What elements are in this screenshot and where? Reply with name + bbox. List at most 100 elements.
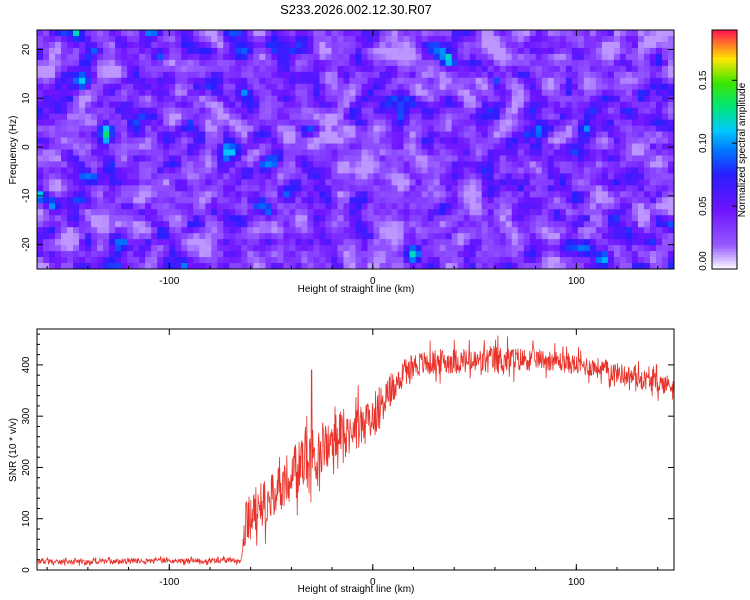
spectrogram-cell (589, 30, 597, 37)
spectrogram-cell (637, 227, 645, 234)
spectrogram-cell (73, 173, 80, 180)
spectrogram-cell (565, 47, 573, 55)
spectrogram-cell (469, 245, 477, 252)
spectrogram-cell (199, 137, 206, 144)
spectrogram-cell (313, 251, 320, 258)
spectrogram-cell (283, 233, 290, 240)
spectrogram-cell (91, 101, 98, 109)
spectrogram-cell (637, 65, 645, 73)
spectrogram-cell (235, 191, 242, 198)
spectrogram-cell (271, 245, 278, 252)
spectrogram-cell (169, 191, 176, 198)
spectrogram-cell (115, 131, 122, 138)
spectrogram-cell (145, 173, 152, 180)
spectrogram-cell (169, 30, 176, 37)
spectrogram-cell (337, 203, 344, 210)
spectrogram-cell (661, 191, 669, 198)
spectrogram-cell (97, 143, 104, 150)
spectrogram-cell (157, 173, 164, 180)
spectrogram-cell (577, 77, 585, 85)
spectrogram-cell (133, 221, 140, 228)
spectrogram-cell (349, 233, 356, 240)
spectrogram-cell (295, 30, 302, 37)
spectrogram-cell (457, 113, 465, 121)
spectrogram-cell (43, 179, 50, 186)
spectrogram-cell (307, 179, 314, 186)
spectrogram-cell (127, 101, 134, 109)
spectrogram-cell (313, 89, 320, 97)
spectrogram-cell (517, 209, 525, 216)
spectrogram-cell (193, 59, 200, 67)
spectrogram-cell (367, 113, 374, 121)
spectrogram-cell (403, 59, 410, 67)
spectrogram-cell (661, 71, 669, 79)
spectrogram-cell (397, 59, 404, 67)
spectrogram-cell (121, 149, 128, 156)
spectrogram-cell (55, 245, 62, 252)
spectrogram-cell (313, 113, 320, 121)
spectrogram-cell (91, 179, 98, 186)
spectrogram-cell (169, 77, 176, 85)
spectrogram-cell (211, 95, 218, 103)
spectrogram-cell (607, 251, 615, 258)
spectrogram-cell (247, 125, 254, 132)
spectrogram-cell (109, 215, 116, 222)
spectrogram-cell (469, 215, 477, 222)
spectrogram-cell (379, 149, 386, 156)
spectrogram-cell (403, 263, 410, 270)
spectrogram-cell (205, 257, 212, 264)
spectrogram-cell (373, 221, 380, 228)
spectrogram-cell (391, 95, 398, 103)
spectrogram-cell (421, 173, 429, 180)
spectrogram-cell (523, 149, 531, 156)
spectrogram-cell (523, 119, 531, 127)
spectrogram-cell (289, 35, 296, 43)
spectrogram-cell (169, 245, 176, 252)
spectrogram-cell (307, 113, 314, 121)
spectrogram-cell (301, 53, 308, 61)
spectrogram-cell (619, 131, 627, 138)
spectrogram-cell (61, 107, 68, 115)
spectrogram-cell (259, 101, 266, 109)
spectrogram-cell (385, 30, 392, 37)
spectrogram-cell (295, 257, 302, 264)
spectrogram-y-tick-label: 20 (21, 44, 32, 56)
spectrogram-cell (67, 173, 74, 180)
spectrogram-cell (43, 191, 50, 198)
spectrogram-cell (355, 143, 362, 150)
spectrogram-cell (523, 95, 531, 103)
colorbar-segment (712, 152, 737, 156)
spectrogram-cell (421, 251, 429, 258)
spectrogram-cell (37, 107, 44, 115)
spectrogram-cell (637, 191, 645, 198)
spectrogram-cell (151, 77, 158, 85)
spectrogram-cell (85, 209, 92, 216)
spectrogram-cell (199, 41, 206, 49)
spectrogram-cell (607, 125, 615, 132)
spectrogram-cell (535, 239, 543, 246)
spectrogram-cell (145, 95, 152, 103)
spectrogram-cell (313, 239, 320, 246)
spectrogram-cell (613, 209, 621, 216)
spectrogram-cell (571, 215, 579, 222)
spectrogram-cell (43, 221, 50, 228)
spectrogram-cell (619, 77, 627, 85)
spectrogram-cell (103, 197, 110, 204)
spectrogram-cell (391, 227, 398, 234)
spectrogram-cell (55, 161, 62, 168)
spectrogram-cell (67, 30, 74, 37)
spectrogram-cell (169, 203, 176, 210)
spectrogram-cell (559, 35, 567, 43)
spectrogram-cell (433, 59, 441, 67)
spectrogram-cell (553, 227, 561, 234)
spectrogram-cell (313, 263, 320, 270)
spectrogram-cell (229, 143, 236, 150)
spectrogram-cell (175, 215, 182, 222)
spectrogram-cell (43, 143, 50, 150)
spectrogram-cell (505, 131, 513, 138)
spectrogram-cell (289, 119, 296, 127)
spectrogram-cell (427, 53, 435, 61)
spectrogram-cell (223, 30, 230, 37)
spectrogram-cell (313, 245, 320, 252)
spectrogram-cell (37, 197, 44, 204)
